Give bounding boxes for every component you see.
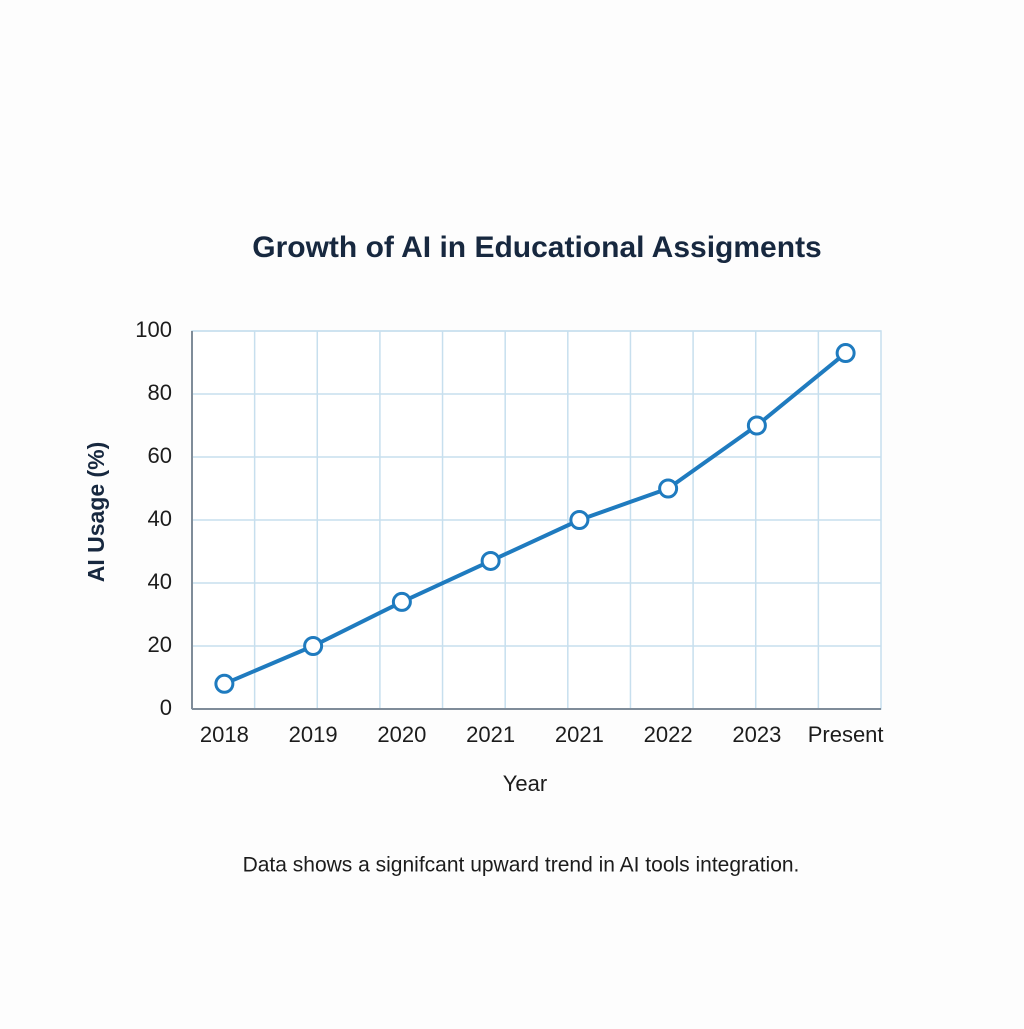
y-tick-label: 60 <box>148 443 172 468</box>
data-point <box>746 415 767 436</box>
data-point <box>214 673 235 694</box>
x-tick-label: Present <box>808 722 884 747</box>
chart-title: Growth of AI in Educational Assigments <box>252 231 822 264</box>
y-axis-label: AI Usage (%) <box>83 442 109 583</box>
y-tick-label: 100 <box>135 317 172 342</box>
y-tick-label: 40 <box>148 569 172 594</box>
x-tick-label: 2021 <box>466 722 515 747</box>
y-tick-label: 20 <box>148 632 172 657</box>
x-axis-label: Year <box>503 771 547 796</box>
data-point <box>480 550 501 571</box>
data-point <box>658 478 679 499</box>
annotation: Data shows a signifcant upward trend in … <box>243 854 800 877</box>
y-tick-label: 40 <box>148 506 172 531</box>
data-point <box>391 591 412 612</box>
x-tick-label: 2020 <box>377 722 426 747</box>
data-point <box>303 636 324 656</box>
x-tick-label: 2021 <box>555 722 604 747</box>
data-point <box>835 343 856 364</box>
x-tick-label: 2019 <box>289 722 338 747</box>
x-tick-label: 2022 <box>644 722 693 747</box>
x-tick-label: 2023 <box>732 722 781 747</box>
series-line <box>223 351 847 686</box>
y-tick-label: 0 <box>160 695 172 720</box>
data-point <box>569 510 590 530</box>
x-tick-label: 2018 <box>200 722 249 747</box>
y-tick-label: 80 <box>148 380 172 405</box>
